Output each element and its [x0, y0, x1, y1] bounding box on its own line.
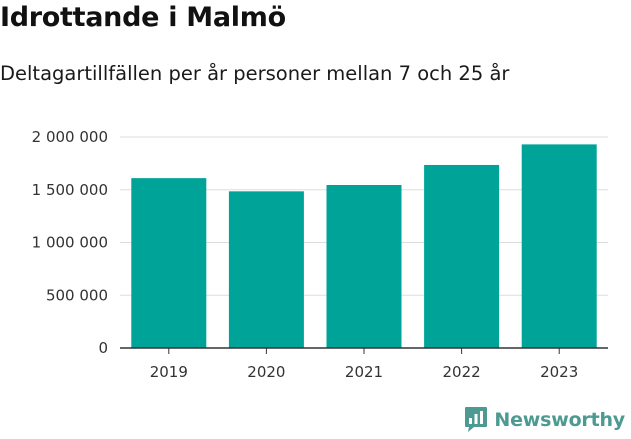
chart-title: Idrottande i Malmö: [0, 2, 286, 33]
y-tick-label: 1 500 000: [32, 181, 108, 199]
newsworthy-brand: Newsworthy: [464, 406, 625, 433]
bar-2019: [131, 178, 207, 348]
y-tick-label: 500 000: [46, 286, 108, 304]
brand-name: Newsworthy: [494, 408, 625, 431]
y-tick-label: 1 000 000: [32, 234, 108, 252]
y-tick-label: 0: [98, 339, 108, 357]
x-tick-label: 2022: [443, 363, 481, 381]
x-tick-label: 2023: [540, 363, 578, 381]
chart-subtitle: Deltagartillfällen per år personer mella…: [0, 62, 510, 85]
newsworthy-logo-icon: [465, 407, 488, 432]
x-tick-label: 2021: [345, 363, 383, 381]
y-axis-ticks: 0 500 000 1 000 000 1 500 000 2 000 000: [32, 128, 108, 357]
x-axis-ticks: 2019 2020 2021 2022 2023: [150, 348, 578, 381]
bar-2022: [424, 164, 500, 348]
bar-2021: [326, 185, 402, 348]
bar-2020: [228, 191, 304, 348]
x-tick-label: 2019: [150, 363, 188, 381]
bars: [131, 144, 597, 348]
bar-2023: [521, 144, 597, 348]
y-tick-label: 2 000 000: [32, 128, 108, 146]
x-tick-label: 2020: [247, 363, 285, 381]
